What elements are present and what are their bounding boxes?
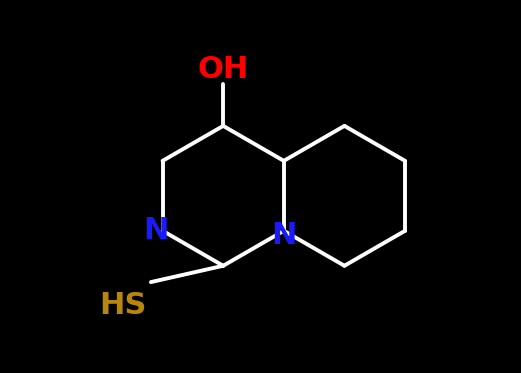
Text: N: N: [271, 221, 296, 250]
Text: N: N: [143, 216, 168, 245]
Text: OH: OH: [197, 56, 249, 84]
Text: HS: HS: [100, 291, 146, 320]
